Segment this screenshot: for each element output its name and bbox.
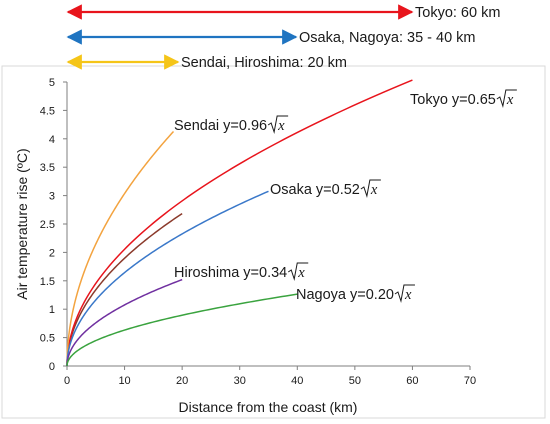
series-label-nagoya: Nagoya y=0.20 x — [296, 284, 415, 303]
x-tick-label: 40 — [291, 375, 303, 387]
range-label-osaka-nagoya: Osaka, Nagoya: 35 - 40 km — [299, 30, 476, 46]
sqrt-symbol — [287, 262, 309, 281]
x-axis-title: Distance from the coast (km) — [179, 399, 358, 415]
svg-text:Osaka y=0.52: Osaka y=0.52 — [270, 182, 360, 198]
y-tick-label: 4.5 — [40, 105, 55, 117]
y-tick-label: 2 — [49, 247, 55, 259]
sqrt-variable: x — [370, 182, 378, 198]
y-ticks: 0 0.5 1 1.5 2 2.5 3 3.5 4 4.5 5 — [40, 77, 67, 373]
svg-text:Tokyo y=0.65: Tokyo y=0.65 — [410, 92, 496, 108]
svg-text:Hiroshima y=0.34: Hiroshima y=0.34 — [174, 265, 287, 281]
sqrt-symbol — [360, 179, 381, 198]
series-label-osaka: Osaka y=0.52 x — [270, 179, 381, 198]
x-tick-label: 20 — [176, 375, 188, 387]
sqrt-symbol — [496, 89, 517, 108]
range-label-sendai-hiroshima: Sendai, Hiroshima: 20 km — [181, 55, 347, 71]
sqrt-variable: x — [506, 92, 514, 108]
x-tick-label: 60 — [406, 375, 418, 387]
plot-area — [1, 65, 546, 419]
series-labels: Tokyo y=0.65 x Sendai y=0.96 x Osaka y=0… — [174, 89, 517, 303]
y-tick-label: 3 — [49, 191, 55, 203]
series-label-sendai: Sendai y=0.96 x — [174, 115, 289, 134]
series-line-osaka — [66, 190, 269, 367]
series-label-hiroshima: Hiroshima y=0.34 x — [174, 262, 309, 281]
range-annotations: Tokyo: 60 km Osaka, Nagoya: 35 - 40 km S… — [66, 4, 500, 71]
x-tick-label: 30 — [234, 375, 246, 387]
y-tick-label: 0 — [49, 361, 55, 373]
range-label-tokyo: Tokyo: 60 km — [415, 5, 500, 21]
sqrt-variable: x — [277, 118, 285, 134]
series-line-tokyo — [66, 79, 413, 367]
sqrt-symbol — [394, 284, 415, 303]
svg-text:Sendai y=0.96: Sendai y=0.96 — [174, 118, 267, 134]
y-tick-label: 1 — [49, 304, 55, 316]
series-layer — [66, 79, 413, 367]
y-tick-label: 2.5 — [40, 219, 55, 231]
x-tick-label: 10 — [118, 375, 130, 387]
y-tick-label: 1.5 — [40, 276, 55, 288]
series-label-tokyo: Tokyo y=0.65 x — [410, 89, 517, 108]
y-tick-label: 3.5 — [40, 162, 55, 174]
series-line-sendai — [66, 130, 175, 367]
x-ticks: 0 10 20 30 40 50 60 70 — [64, 366, 476, 387]
y-tick-label: 4 — [49, 134, 55, 146]
x-tick-label: 70 — [464, 375, 476, 387]
axes: 0 10 20 30 40 50 60 70 0 0.5 1 1.5 2 2.5 3 3.5 4 4.5 5 — [40, 77, 476, 387]
x-tick-label: 0 — [64, 375, 70, 387]
y-tick-label: 0.5 — [40, 333, 55, 345]
sqrt-variable: x — [297, 265, 305, 281]
sqrt-symbol — [267, 115, 289, 134]
y-tick-label: 5 — [49, 77, 55, 89]
y-axis-title: Air temperature rise (ºC) — [14, 148, 30, 299]
series-line-nagoya — [66, 293, 298, 367]
sqrt-variable: x — [404, 287, 412, 303]
series-line-hiroshima — [66, 278, 183, 367]
svg-text:Nagoya y=0.20: Nagoya y=0.20 — [296, 287, 394, 303]
x-tick-label: 50 — [349, 375, 361, 387]
